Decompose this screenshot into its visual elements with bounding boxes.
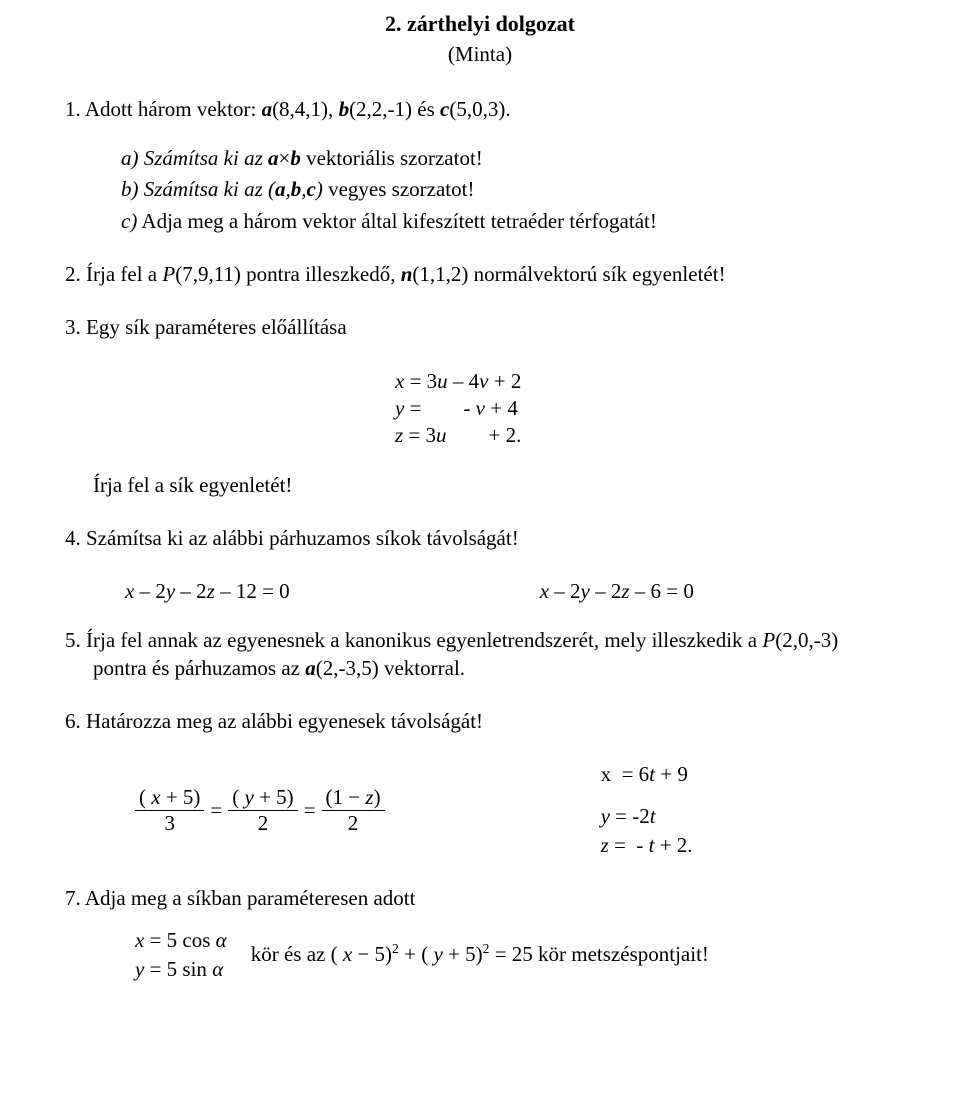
q7-mid: kör és az [251,942,331,966]
q6-frac2: ( y + 5) 2 [228,785,297,836]
q1b-post: vegyes szorzatot! [323,177,475,201]
q3-eq2: y = - v + 4 [395,395,895,422]
q7-equations: x = 5 cos α y = 5 sin α kör és az ( x − … [65,927,895,984]
question-5: 5. Írja fel annak az egyenesnek a kanoni… [65,627,895,682]
q6-frac1: ( x + 5) 3 [135,785,204,836]
q2-ncoord: (1,1,2) [412,262,468,286]
q2-pcoord: (7,9,11) [175,262,241,286]
question-3: 3. Egy sík paraméteres előállítása [65,314,895,341]
q1a-expr: a [268,146,279,170]
q6-eq2: = [304,797,316,824]
q6-frac3: (1 − z) 2 [322,785,385,836]
q3-eq3: z = 3u + 2. [395,422,895,449]
q3-lead: 3. Egy sík paraméteres előállítása [65,315,347,339]
q7-eq25: = 25 [489,942,532,966]
doc-subtitle: (Minta) [65,41,895,68]
q3-eq1: x = 3u – 4v + 2 [395,368,895,395]
q1c-text: Adja meg a három vektor által kifeszítet… [137,209,657,233]
q1-text: (2,2,-1) és [349,97,440,121]
q7-post: kör metszéspontjait! [533,942,709,966]
q1c-label: c) [121,209,137,233]
q1a-b: b [290,146,301,170]
q5-pcoord: (2,0,-3) [775,628,838,652]
q6-right-column: x = 6t + 9 y = -2t z = - t + 2. [601,761,693,859]
question-6: 6. Határozza meg az alábbi egyenesek táv… [65,708,895,735]
q3-equations: x = 3u – 4v + 2 y = - v + 4 z = 3u + 2. [65,368,895,450]
q4-eqB: x – 2y – 2z – 6 = 0 [540,578,694,605]
q1-b: b) Számítsa ki az (a,b,c) vegyes szorzat… [93,176,895,203]
question-1: 1. Adott három vektor: a(8,4,1), b(2,2,-… [65,96,895,235]
q7-p2: y = 5 sin α [135,956,227,983]
q6-eq1: = [210,797,222,824]
q6-equations: ( x + 5) 3 = ( y + 5) 2 = (1 − z) 2 x = … [65,761,895,859]
question-2: 2. Írja fel a P(7,9,11) pontra illeszked… [65,261,895,288]
q5-acoord: (2,-3,5) [316,656,379,680]
q2-p: P [162,262,175,286]
q1a-post: vektoriális szorzatot! [301,146,483,170]
q2-mid: pontra illeszkedő, [241,262,401,286]
q5-mid: pontra és párhuzamos az [93,656,305,680]
q1a-times: × [279,146,291,170]
q6-r3: z = - t + 2. [601,832,693,859]
q6-r2: y = -2t [601,803,693,830]
q1b-b: b [291,177,302,201]
q1-vec-b: b [339,97,350,121]
q5-post: vektorral. [379,656,465,680]
q5-pre: 5. Írja fel annak az egyenesnek a kanoni… [65,628,762,652]
q2-pre: 2. Írja fel a [65,262,162,286]
q1b-pre: b) Számítsa ki az [121,177,268,201]
q1-lead: 1. Adott három vektor: [65,97,262,121]
q1b-a: a [275,177,286,201]
q1-vec-a: a [262,97,273,121]
q1b-c: c [307,177,316,201]
q7-rest: kör és az ( x − 5)2 + ( y + 5)2 = 25 kör… [251,941,709,968]
q5-a: a [305,656,316,680]
doc-title: 2. zárthelyi dolgozat [65,10,895,39]
q7-lead: 7. Adja meg a síkban paraméteresen adott [65,886,415,910]
q1-a: a) Számítsa ki az a×b vektoriális szorza… [93,145,895,172]
q4-equations: x – 2y – 2z – 12 = 0 x – 2y – 2z – 6 = 0 [65,578,895,605]
q3-tail: Írja fel a sík egyenletét! [65,472,895,499]
q2-n: n [401,262,413,286]
q5-p: P [762,628,775,652]
page: 2. zárthelyi dolgozat (Minta) 1. Adott h… [0,0,960,1112]
q1-vec-c: c [440,97,449,121]
q1b-paren: ( [268,177,275,201]
q1-text: (8,4,1), [272,97,339,121]
q7-param-col: x = 5 cos α y = 5 sin α [135,927,227,984]
q1a-pre: a) Számítsa ki az [121,146,268,170]
question-7: 7. Adja meg a síkban paraméteresen adott [65,885,895,912]
q4-eqA: x – 2y – 2z – 12 = 0 [125,578,290,605]
q2-post: normálvektorú sík egyenletét! [468,262,725,286]
q1-c: c) Adja meg a három vektor által kifeszí… [93,208,895,235]
question-4: 4. Számítsa ki az alábbi párhuzamos síko… [65,525,895,552]
q1b-paren: ) [316,177,323,201]
q1-text: (5,0,3). [449,97,510,121]
q4-lead: 4. Számítsa ki az alábbi párhuzamos síko… [65,526,519,550]
q6-r1: x = 6t + 9 [601,761,693,788]
q7-p1: x = 5 cos α [135,927,227,954]
title-block: 2. zárthelyi dolgozat (Minta) [65,10,895,68]
q6-lead: 6. Határozza meg az alábbi egyenesek táv… [65,709,483,733]
q7-plus: + [399,942,421,966]
